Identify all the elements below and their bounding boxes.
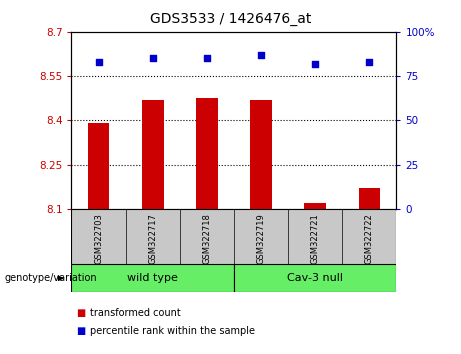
Text: Cav-3 null: Cav-3 null [287,273,343,283]
Point [203,56,211,61]
Text: GSM322721: GSM322721 [311,213,320,264]
Text: genotype/variation: genotype/variation [5,273,97,283]
Point [149,56,156,61]
Bar [196,98,218,209]
Text: GSM322703: GSM322703 [94,213,103,264]
Bar [250,100,272,209]
Bar [359,188,380,209]
Bar [304,203,326,209]
Text: GSM322718: GSM322718 [202,213,212,264]
Text: transformed count: transformed count [90,308,181,318]
Text: GSM322719: GSM322719 [256,213,266,264]
Point [366,59,373,65]
Text: percentile rank within the sample: percentile rank within the sample [90,326,255,336]
Point [312,61,319,67]
Text: GSM322722: GSM322722 [365,213,374,264]
Bar [142,100,164,209]
Bar [234,264,396,292]
Bar [88,123,109,209]
Point [95,59,102,65]
Text: GSM322717: GSM322717 [148,213,157,264]
Point [257,52,265,58]
Text: ■: ■ [76,308,85,318]
Text: GDS3533 / 1426476_at: GDS3533 / 1426476_at [150,12,311,27]
Bar [71,264,234,292]
Text: wild type: wild type [127,273,178,283]
Text: ■: ■ [76,326,85,336]
